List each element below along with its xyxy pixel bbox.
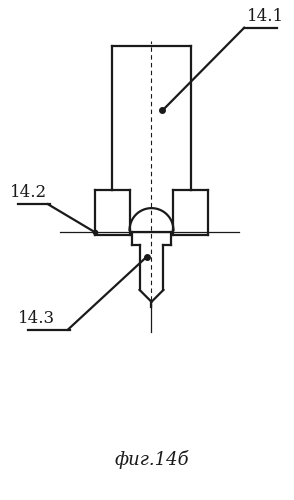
Text: фиг.14б: фиг.14б <box>114 450 189 469</box>
Text: 14.2: 14.2 <box>10 184 47 201</box>
Text: 14.1: 14.1 <box>247 8 284 24</box>
Text: 14.3: 14.3 <box>18 310 55 326</box>
